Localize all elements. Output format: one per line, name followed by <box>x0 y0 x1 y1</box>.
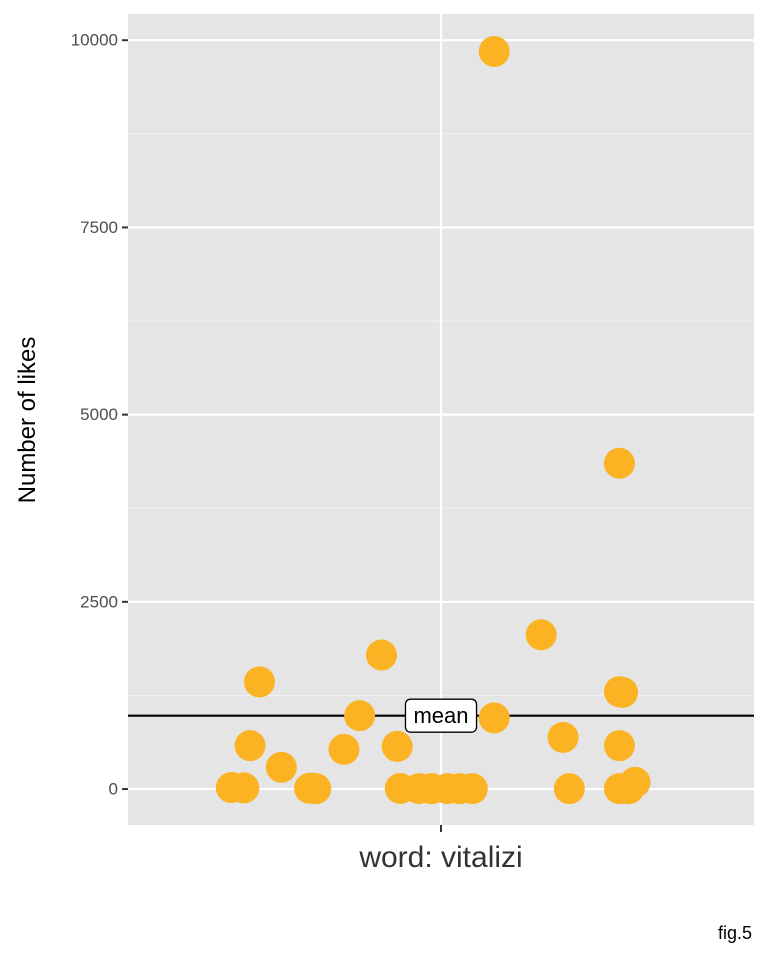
data-point <box>234 730 266 762</box>
data-point <box>547 721 579 753</box>
y-tick-label: 7500 <box>80 218 118 237</box>
data-point <box>613 773 645 805</box>
data-point <box>300 773 332 805</box>
data-point <box>328 733 360 765</box>
data-point <box>478 702 510 734</box>
data-points <box>215 35 651 805</box>
y-tick-label: 0 <box>109 780 118 799</box>
mean-label: mean <box>413 703 468 728</box>
y-axis-title: Number of likes <box>14 337 41 504</box>
data-point <box>607 676 639 708</box>
y-tick-label: 10000 <box>71 31 118 50</box>
data-point <box>525 619 557 651</box>
data-point <box>381 730 413 762</box>
mean-label-box <box>404 698 478 733</box>
figure-caption: fig.5 <box>718 923 752 943</box>
data-point <box>456 773 488 805</box>
y-tick-label: 5000 <box>80 405 118 424</box>
data-point <box>366 639 398 671</box>
data-point <box>603 730 635 762</box>
x-category-label: word: vitalizi <box>358 841 522 874</box>
x-axis: word: vitalizi <box>358 825 523 874</box>
data-point <box>478 35 510 67</box>
data-point <box>265 751 297 783</box>
data-point <box>553 773 585 805</box>
y-axis: 0 2500 5000 7500 10000 <box>71 31 128 799</box>
mean-annotation: mean <box>404 698 478 733</box>
data-point <box>603 447 635 479</box>
grid-major <box>128 14 754 825</box>
data-point <box>228 772 260 804</box>
y-tick-label: 2500 <box>80 592 118 611</box>
data-point <box>243 666 275 698</box>
data-point <box>344 700 376 732</box>
